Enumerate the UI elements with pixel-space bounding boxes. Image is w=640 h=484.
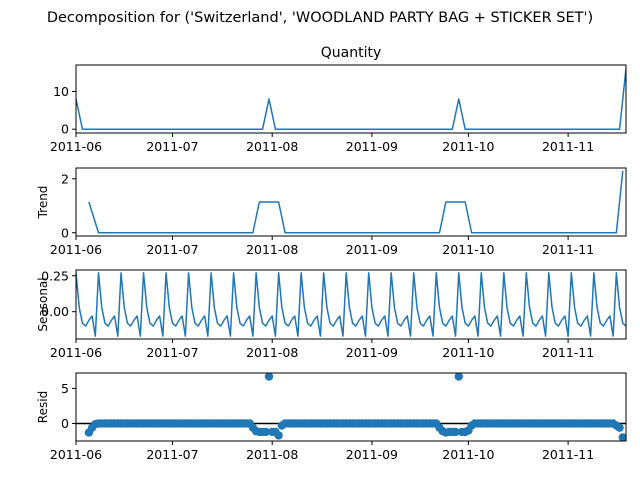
data-group-observed: [76, 68, 626, 130]
y-tick-label: 10: [53, 84, 69, 99]
panel-title: Quantity: [321, 45, 382, 61]
x-tick-label: 2011-10: [442, 345, 494, 360]
x-tick-label: 2011-08: [246, 345, 298, 360]
y-tick-label: 5: [61, 381, 69, 396]
x-tick-label: 2011-11: [542, 345, 594, 360]
x-tick-label: 2011-06: [50, 447, 102, 462]
x-tick-label: 2011-06: [50, 345, 102, 360]
x-tick-label: 2011-09: [346, 447, 398, 462]
y-axis-label: Seasonal: [36, 277, 50, 331]
data-group-seasonal: [76, 272, 626, 337]
panel-trend: Trend 0 2 2011-06 2011-07 2011-08 2011-09 2011-…: [36, 167, 627, 257]
resid-point: [618, 433, 626, 441]
x-tick-label: 2011-09: [346, 139, 398, 154]
x-tick-label: 2011-06: [50, 139, 102, 154]
y-tick-label: 0: [61, 225, 69, 240]
x-tick-label: 2011-08: [246, 242, 298, 257]
panel-resid: Resid 0 5 2011-06 2011-07 2011-08 2011-09 2011-…: [36, 372, 627, 462]
y-tick-label: 2: [61, 171, 69, 186]
resid-point: [451, 427, 460, 437]
x-tick-label: 2011-10: [442, 242, 494, 257]
x-tick-label: 2011-09: [346, 345, 398, 360]
axes-frame: [75, 167, 627, 237]
x-tick-label: 2011-08: [246, 139, 298, 154]
x-tick-label: 2011-09: [346, 242, 398, 257]
x-tick-label: 2011-11: [542, 447, 594, 462]
x-tick-label: 2011-07: [146, 447, 198, 462]
data-group-resid: [76, 373, 626, 441]
y-tick-label: 0.25: [41, 268, 69, 283]
resid-point: [454, 373, 463, 381]
x-tick-label: 2011-10: [442, 447, 494, 462]
x-tick-label: 2011-07: [146, 139, 198, 154]
resid-point: [615, 423, 624, 432]
resid-point: [264, 373, 274, 381]
x-tick-label: 2011-11: [542, 139, 594, 154]
axes-frame: [75, 269, 627, 340]
y-axis-label: Trend: [36, 186, 50, 220]
seasonal-series-line: [76, 272, 626, 337]
x-tick-label: 2011-07: [146, 345, 198, 360]
observed-series-line: [76, 68, 626, 130]
trend-series-line: [88, 170, 624, 234]
panel-observed: Quantity 0 10 2011-06 2011-07 2011-08 2011-09 2…: [50, 45, 627, 154]
resid-point: [261, 427, 270, 437]
y-axis-label: Resid: [36, 391, 50, 423]
x-tick-label: 2011-07: [146, 242, 198, 257]
y-tick-label: 0: [61, 122, 69, 137]
x-tick-label: 2011-10: [442, 139, 494, 154]
y-tick-label: 0.00: [41, 304, 69, 319]
figure-suptitle: Decomposition for ('Switzerland', 'WOODL…: [47, 10, 593, 26]
resid-point: [274, 431, 283, 440]
axes-frame: [75, 64, 627, 134]
data-group-trend: [88, 170, 624, 234]
x-tick-label: 2011-08: [246, 447, 298, 462]
x-tick-label: 2011-06: [50, 242, 102, 257]
axes-frame: [75, 372, 627, 442]
x-tick-label: 2011-11: [542, 242, 594, 257]
y-tick-label: 0: [61, 416, 69, 431]
